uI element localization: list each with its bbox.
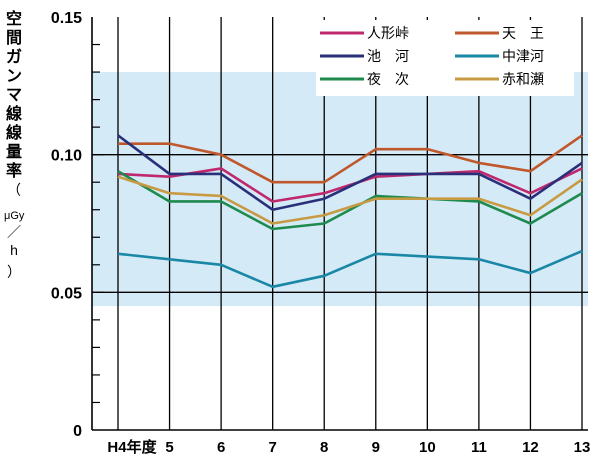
series-line (117, 249, 583, 289)
legend-label: 池 河 (367, 49, 409, 65)
y-axis-title-char: 量 (5, 144, 22, 161)
y-axis-unit-part: μGy (4, 210, 25, 222)
legend-label: 夜 次 (367, 72, 409, 88)
x-tick-label: H4年度 (107, 438, 157, 456)
y-axis-unit-part: h (10, 242, 18, 258)
y-axis-title-char: 空 (5, 11, 22, 28)
y-axis-title-char: マ (5, 87, 22, 104)
x-tick-label: 7 (268, 439, 276, 456)
y-axis-title-char: 線 (5, 125, 22, 142)
y-axis-title-char: 率 (5, 163, 22, 180)
y-tick-label: 0 (73, 423, 82, 440)
y-axis-title-char: ガ (5, 49, 22, 66)
x-tick-label: 10 (419, 439, 436, 456)
y-tick-label: 0.15 (51, 10, 82, 27)
y-axis-unit-part: （ (7, 182, 21, 198)
series-line (117, 175, 583, 225)
legend-label: 中津河 (502, 49, 544, 65)
y-axis-title-char: ン (5, 68, 22, 85)
x-tick-label: 13 (574, 439, 591, 456)
x-tick-label: 5 (165, 439, 173, 456)
legend-label: 人形峠 (367, 26, 409, 42)
legend-label: 赤和瀬 (502, 72, 544, 88)
x-tick-label: 6 (217, 439, 225, 456)
legend-label: 天 王 (502, 26, 544, 42)
y-tick-label: 0.10 (51, 148, 82, 165)
y-axis-unit-part: ／ (7, 224, 21, 240)
y-axis-title-char: 間 (5, 30, 22, 47)
x-tick-label: 9 (372, 439, 380, 456)
x-tick-label: 12 (522, 439, 539, 456)
y-axis-unit-part: ） (7, 264, 21, 280)
y-tick-label: 0.05 (51, 285, 82, 302)
x-tick-label: 8 (320, 439, 328, 456)
series-line (117, 134, 583, 212)
y-axis-title-char: 線 (5, 106, 22, 123)
series-line (117, 170, 583, 231)
series-line (118, 134, 583, 184)
x-tick-label: 11 (471, 439, 487, 456)
